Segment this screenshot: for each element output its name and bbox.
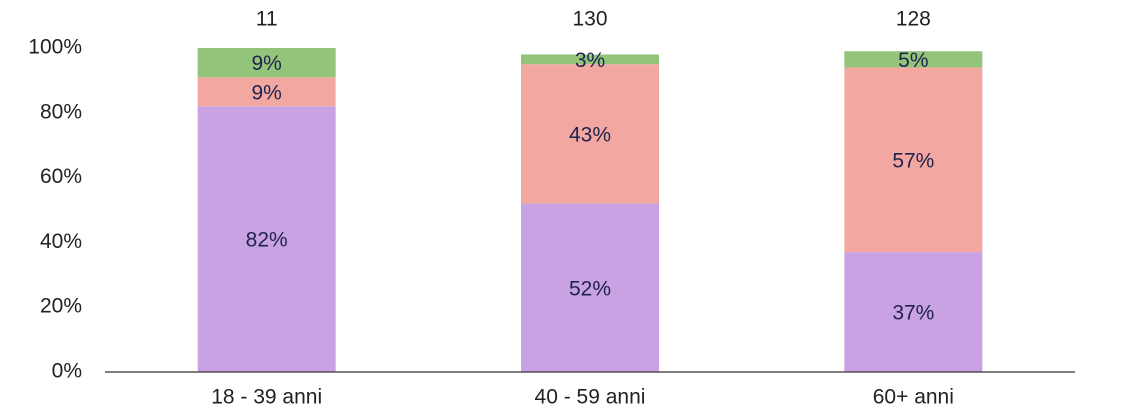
count-label: 11 [256, 8, 278, 31]
bar-segment [521, 203, 659, 372]
y-tick-label: 60% [40, 165, 82, 188]
bar-segment [844, 51, 983, 68]
y-tick-label: 80% [40, 100, 82, 123]
data-label: 52% [569, 277, 611, 300]
x-tick-label: 18 - 39 anni [211, 386, 322, 409]
data-label: 37% [892, 302, 934, 325]
data-label: 9% [251, 52, 281, 75]
data-label: 43% [569, 123, 611, 146]
bar-segment [521, 54, 659, 65]
bar-segment [197, 48, 336, 78]
x-tick-label: 40 - 59 anni [535, 386, 646, 409]
bar-segment [844, 252, 983, 372]
data-label: 5% [898, 49, 928, 72]
data-label: 9% [251, 81, 281, 104]
count-label: 128 [896, 8, 931, 31]
bar-segment [844, 67, 983, 253]
y-tick-label: 20% [40, 295, 82, 318]
data-label: 57% [892, 149, 934, 172]
y-tick-label: 100% [28, 36, 82, 59]
y-tick-label: 40% [40, 230, 82, 253]
bar-segment [197, 106, 336, 372]
bar-segment [197, 77, 336, 107]
data-label: 3% [575, 49, 605, 72]
bar-segment [521, 64, 659, 204]
y-tick-label: 0% [52, 360, 82, 383]
x-tick-label: 60+ anni [873, 386, 954, 409]
data-label: 82% [246, 229, 288, 252]
count-label: 130 [572, 8, 607, 31]
